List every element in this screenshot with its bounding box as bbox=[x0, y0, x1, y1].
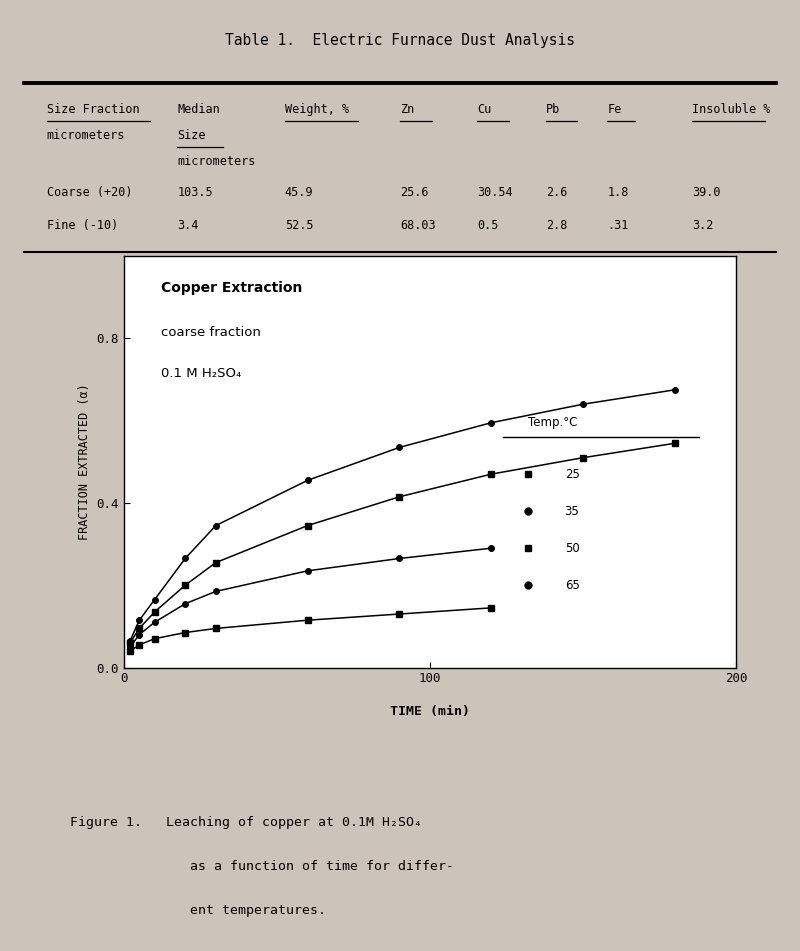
Text: 65: 65 bbox=[565, 579, 579, 592]
Text: Copper Extraction: Copper Extraction bbox=[161, 281, 302, 295]
Y-axis label: FRACTION EXTRACTED (α): FRACTION EXTRACTED (α) bbox=[78, 383, 91, 540]
Text: Table 1.  Electric Furnace Dust Analysis: Table 1. Electric Furnace Dust Analysis bbox=[225, 33, 575, 49]
Text: Pb: Pb bbox=[546, 103, 560, 116]
Text: Figure 1.   Leaching of copper at 0.1M H₂SO₄: Figure 1. Leaching of copper at 0.1M H₂S… bbox=[70, 816, 422, 829]
Text: ent temperatures.: ent temperatures. bbox=[70, 903, 326, 917]
Text: micrometers: micrometers bbox=[46, 128, 125, 142]
Text: as a function of time for differ-: as a function of time for differ- bbox=[70, 860, 454, 873]
Text: 1.8: 1.8 bbox=[607, 185, 629, 199]
Text: 25: 25 bbox=[565, 468, 579, 480]
Text: Zn: Zn bbox=[400, 103, 414, 116]
Text: 30.54: 30.54 bbox=[477, 185, 513, 199]
Text: Insoluble %: Insoluble % bbox=[692, 103, 770, 116]
Text: Fe: Fe bbox=[607, 103, 622, 116]
Text: 0.5: 0.5 bbox=[477, 219, 498, 232]
Text: 68.03: 68.03 bbox=[400, 219, 436, 232]
Text: coarse fraction: coarse fraction bbox=[161, 326, 261, 340]
Text: micrometers: micrometers bbox=[178, 155, 256, 168]
Text: Size: Size bbox=[178, 128, 206, 142]
Text: 25.6: 25.6 bbox=[400, 185, 429, 199]
Text: .31: .31 bbox=[607, 219, 629, 232]
Text: 2.8: 2.8 bbox=[546, 219, 567, 232]
Text: 103.5: 103.5 bbox=[178, 185, 213, 199]
Text: 2.6: 2.6 bbox=[546, 185, 567, 199]
Text: TIME (min): TIME (min) bbox=[390, 705, 470, 718]
Text: 50: 50 bbox=[565, 542, 579, 554]
Text: 35: 35 bbox=[565, 505, 579, 517]
Text: 0.1 M H₂SO₄: 0.1 M H₂SO₄ bbox=[161, 367, 241, 380]
Text: 3.2: 3.2 bbox=[692, 219, 714, 232]
Text: Size Fraction: Size Fraction bbox=[46, 103, 139, 116]
Text: Temp.°C: Temp.°C bbox=[528, 416, 578, 429]
Text: Median: Median bbox=[178, 103, 220, 116]
Text: 3.4: 3.4 bbox=[178, 219, 198, 232]
Text: Weight, %: Weight, % bbox=[285, 103, 349, 116]
Text: 52.5: 52.5 bbox=[285, 219, 314, 232]
Text: Cu: Cu bbox=[477, 103, 491, 116]
Text: 45.9: 45.9 bbox=[285, 185, 314, 199]
Text: Fine (-10): Fine (-10) bbox=[46, 219, 118, 232]
Text: Coarse (+20): Coarse (+20) bbox=[46, 185, 132, 199]
Text: 39.0: 39.0 bbox=[692, 185, 720, 199]
